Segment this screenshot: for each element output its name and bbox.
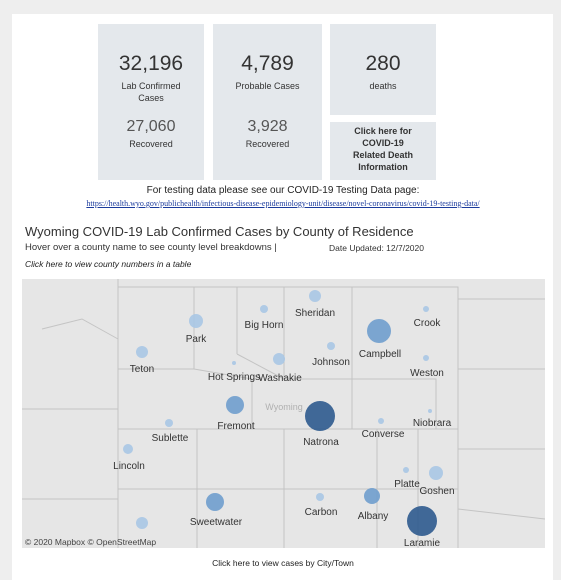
county-label: Laramie	[404, 538, 441, 548]
table-link[interactable]: Click here to view county numbers in a t…	[25, 259, 192, 269]
county-label: Albany	[358, 511, 389, 522]
county-label: Weston	[410, 368, 444, 379]
county-label: Carbon	[305, 507, 338, 518]
link-line: Related Death	[352, 150, 414, 160]
link-line: Click here for	[354, 126, 412, 136]
county-label: Big Horn	[245, 320, 284, 331]
stat-sub-label: Recovered	[129, 139, 173, 149]
stat-box: 4,789 Probable Cases 3,928 Recovered	[213, 24, 322, 180]
date-updated: Date Updated: 12/7/2020	[329, 243, 424, 253]
stat-sub-label: Recovered	[245, 139, 290, 149]
county-bubble	[428, 409, 432, 413]
state-label: Wyoming	[265, 402, 302, 412]
stat-sub-value: 27,060	[126, 118, 176, 135]
county-bubble	[316, 493, 324, 501]
death-info-link[interactable]: Click here for COVID-19 Related Death In…	[330, 122, 436, 180]
county-label: Natrona	[303, 437, 339, 448]
county-label: Niobrara	[413, 418, 452, 429]
stat-sub-value: 3,928	[247, 118, 288, 135]
stat-value: 32,196	[118, 52, 184, 75]
stat-label: Probable Cases	[235, 81, 300, 91]
county-label: Sweetwater	[190, 517, 243, 528]
county-bubble	[305, 401, 335, 431]
county-bubble	[206, 493, 224, 511]
link-line: Information	[358, 162, 408, 172]
stat-label: deaths	[369, 81, 397, 91]
stat-label: Cases	[138, 93, 164, 103]
map-title: Wyoming COVID-19 Lab Confirmed Cases by …	[25, 224, 414, 239]
county-bubble	[136, 346, 148, 358]
attribution: © 2020 Mapbox © OpenStreetMap	[25, 537, 156, 547]
county-bubble	[367, 319, 391, 343]
county-label: Sheridan	[295, 308, 335, 319]
link-line: COVID-19	[362, 138, 404, 148]
county-bubble	[403, 467, 409, 473]
county-label: Washakie	[258, 373, 302, 384]
county-bubble	[226, 396, 244, 414]
county-bubble	[364, 488, 380, 504]
county-label: Teton	[130, 364, 154, 375]
county-label: Goshen	[419, 486, 454, 497]
county-label: Sublette	[152, 433, 189, 444]
county-bubble	[423, 306, 429, 312]
testing-note: For testing data please see our COVID-19…	[146, 185, 420, 196]
stat-value: 280	[365, 52, 401, 75]
county-bubble	[309, 290, 321, 302]
county-bubble	[123, 444, 133, 454]
hover-note: Hover over a county name to see county l…	[25, 242, 277, 253]
county-label: Campbell	[359, 349, 401, 360]
city-link[interactable]: Click here to view cases by City/Town	[212, 558, 354, 568]
testing-link[interactable]: https://health.wyo.gov/publichealth/infe…	[86, 199, 480, 208]
county-label: Lincoln	[113, 461, 145, 472]
stat-box: 280 deaths	[330, 24, 436, 115]
county-label: Converse	[362, 429, 405, 440]
county-bubble	[273, 353, 285, 365]
county-bubble	[260, 305, 268, 313]
stat-value: 4,789	[241, 52, 294, 75]
stat-box: 32,196 Lab Confirmed Cases 27,060 Recove…	[98, 24, 204, 180]
map: Wyoming Sheridan Big Horn Crook Park Campbel…	[22, 279, 545, 548]
county-label: Johnson	[312, 357, 350, 368]
county-bubble	[407, 506, 437, 536]
county-bubble	[378, 418, 384, 424]
county-bubble	[165, 419, 173, 427]
county-bubble	[136, 517, 148, 529]
county-label: Park	[186, 334, 208, 345]
county-bubble	[232, 361, 236, 365]
county-label: Hot Springs	[208, 372, 260, 383]
county-label: Fremont	[217, 421, 254, 432]
county-bubble	[429, 466, 443, 480]
county-label: Platte	[394, 479, 420, 490]
county-bubble	[327, 342, 335, 350]
county-label: Crook	[414, 318, 442, 329]
county-borders	[22, 279, 545, 548]
county-bubble	[189, 314, 203, 328]
stat-label: Lab Confirmed	[121, 81, 181, 91]
county-bubble	[423, 355, 429, 361]
